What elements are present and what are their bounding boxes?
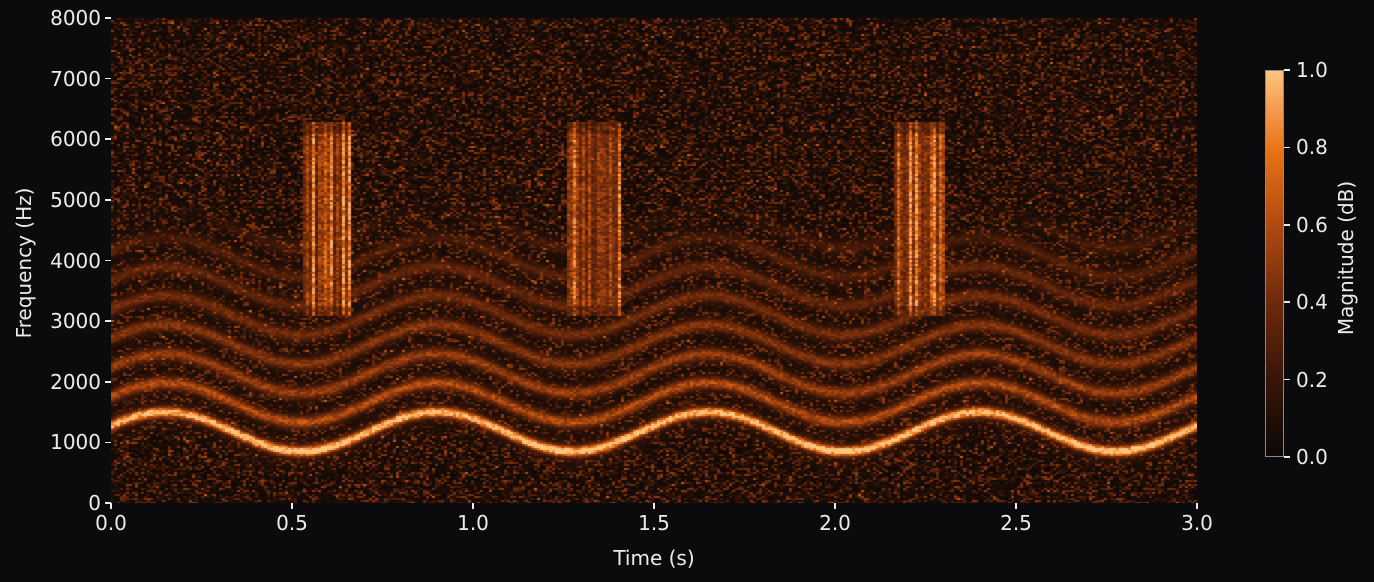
x-tick-0.0-label: 0.0 bbox=[95, 511, 127, 535]
colorbar-tick-0.8-label: 0.8 bbox=[1296, 135, 1328, 160]
colorbar-tick-0.6-label: 0.6 bbox=[1296, 212, 1328, 237]
colorbar-tick-0.0-mark bbox=[1284, 456, 1290, 458]
x-tick-0.5-mark bbox=[291, 503, 293, 509]
x-tick-1.5-label: 1.5 bbox=[638, 511, 670, 535]
y-tick-6000-mark bbox=[105, 138, 111, 141]
y-tick-4000-mark bbox=[105, 259, 111, 262]
colorbar-title: Magnitude (dB) bbox=[1334, 180, 1358, 336]
x-tick-1.0-label: 1.0 bbox=[457, 511, 489, 535]
y-tick-2000-label: 2000 bbox=[50, 369, 101, 394]
y-tick-5000-mark bbox=[105, 199, 111, 201]
colorbar-tick-0.4-label: 0.4 bbox=[1296, 290, 1328, 315]
x-tick-3.0-label: 3.0 bbox=[1181, 511, 1213, 535]
colorbar-tick-1.0-label: 1.0 bbox=[1296, 58, 1328, 82]
y-tick-6000-label: 6000 bbox=[50, 127, 101, 152]
x-tick-1.5-mark bbox=[653, 503, 655, 509]
x-tick-2.5-label: 2.5 bbox=[1000, 511, 1032, 535]
x-tick-2.0-label: 2.0 bbox=[819, 511, 851, 535]
colorbar-tick-0.2-label: 0.2 bbox=[1296, 367, 1328, 392]
y-tick-8000-label: 8000 bbox=[50, 6, 101, 30]
y-tick-5000-label: 5000 bbox=[50, 187, 101, 212]
x-axis-title: Time (s) bbox=[613, 546, 695, 570]
colorbar-tick-0.8-mark bbox=[1284, 146, 1290, 149]
x-tick-3.0-mark bbox=[1196, 503, 1198, 509]
y-tick-8000-mark bbox=[105, 17, 111, 19]
y-tick-0-mark bbox=[105, 502, 111, 504]
x-tick-0.0-mark bbox=[110, 503, 112, 509]
x-tick-2.5-mark bbox=[1015, 503, 1017, 509]
spectrogram-heatmap bbox=[111, 18, 1197, 503]
colorbar-tick-0.0-label: 0.0 bbox=[1296, 445, 1328, 469]
colorbar-tick-1.0-mark bbox=[1284, 69, 1290, 71]
y-tick-1000-label: 1000 bbox=[50, 430, 101, 455]
y-tick-0-label: 0 bbox=[88, 491, 101, 515]
y-tick-3000-mark bbox=[105, 320, 111, 322]
colorbar-tick-0.6-mark bbox=[1284, 224, 1290, 226]
x-tick-1.0-mark bbox=[472, 503, 474, 509]
colorbar-tick-0.2-mark bbox=[1284, 378, 1290, 381]
y-tick-3000-label: 3000 bbox=[50, 309, 101, 334]
y-tick-7000-mark bbox=[105, 77, 111, 80]
x-tick-0.5-label: 0.5 bbox=[276, 511, 308, 535]
x-tick-2.0-mark bbox=[834, 503, 836, 509]
y-tick-2000-mark bbox=[105, 380, 111, 383]
colorbar-tick-0.4-mark bbox=[1284, 301, 1290, 303]
y-tick-4000-label: 4000 bbox=[50, 248, 101, 273]
y-tick-1000-mark bbox=[105, 441, 111, 444]
y-tick-7000-label: 7000 bbox=[50, 66, 101, 91]
y-axis-title: Frequency (Hz) bbox=[12, 187, 36, 339]
colorbar bbox=[1265, 70, 1284, 457]
